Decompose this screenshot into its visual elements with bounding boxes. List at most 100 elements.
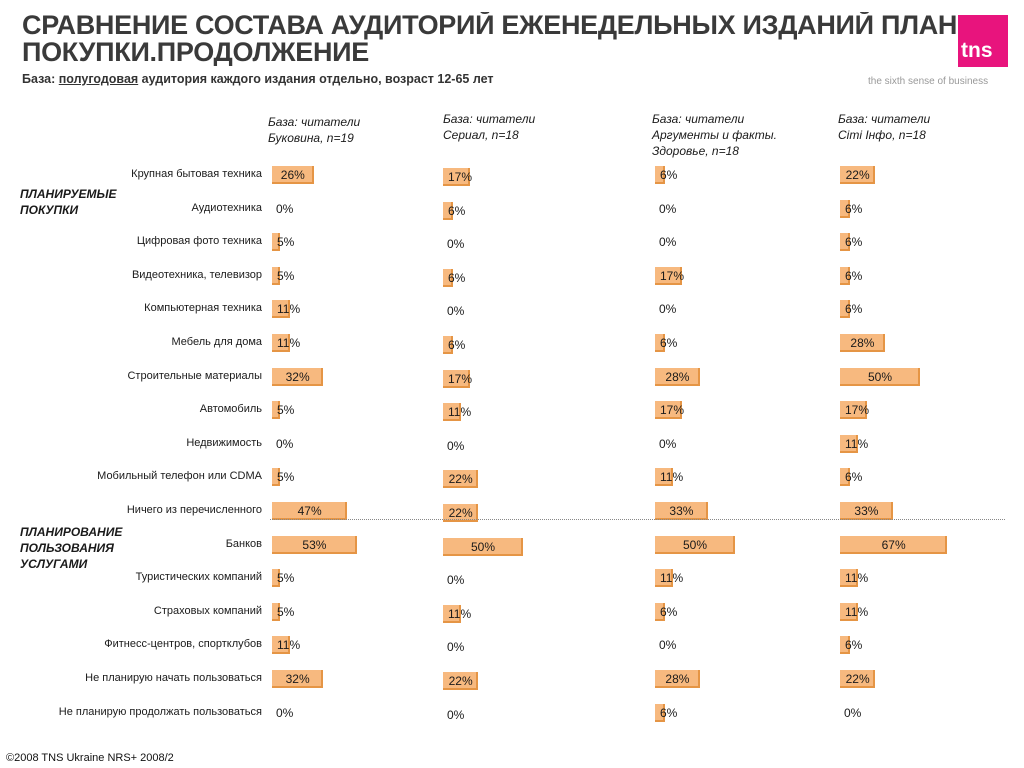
data-label: 11% xyxy=(277,302,301,317)
data-label: 22% xyxy=(448,472,473,487)
title-line-2: ПОКУПКИ.ПРОДОЛЖЕНИЕ xyxy=(22,37,369,66)
bar xyxy=(840,401,868,420)
category-label: Банков xyxy=(225,537,262,550)
footer-copyright: ©2008 TNS Ukraine NRS+ 2008/2 xyxy=(6,752,174,764)
category-label: Мобильный телефон или CDMA xyxy=(97,470,262,483)
data-label: 11% xyxy=(448,405,472,420)
bar xyxy=(840,166,876,184)
tns-logo: tns xyxy=(958,15,1008,67)
data-label: 11% xyxy=(277,638,301,653)
data-label: 5% xyxy=(277,470,295,485)
data-label: 11% xyxy=(660,470,684,485)
data-label: 0% xyxy=(659,235,677,250)
subtitle-suffix: аудитория каждого издания отдельно, возр… xyxy=(138,72,494,86)
data-label: 6% xyxy=(660,705,678,720)
bar xyxy=(655,266,683,285)
data-label: 28% xyxy=(850,336,875,350)
series-header-line: База: читатели xyxy=(652,112,745,126)
data-label: 5% xyxy=(277,403,295,418)
data-label: 6% xyxy=(660,336,678,350)
series-header-line: База: читатели xyxy=(268,115,361,129)
data-label: 17% xyxy=(660,268,685,283)
subtitle: База: полугодовая аудитория каждого изда… xyxy=(22,72,494,86)
data-label: 6% xyxy=(845,235,863,250)
category-label: Не планирую продолжать пользоваться xyxy=(58,705,262,718)
data-label: 11% xyxy=(660,571,684,586)
data-label: 0% xyxy=(659,201,677,216)
bar xyxy=(272,367,324,386)
bar xyxy=(655,166,665,184)
bar xyxy=(655,535,735,554)
bar xyxy=(443,537,523,556)
data-label: 28% xyxy=(665,672,690,686)
data-label: 6% xyxy=(448,203,466,218)
bar xyxy=(655,367,700,386)
bar xyxy=(272,670,324,688)
category-label: Страховых компаний xyxy=(153,604,262,617)
data-label: 0% xyxy=(276,436,294,451)
data-label: 28% xyxy=(665,369,690,384)
series-header-line: База: читатели xyxy=(443,112,536,126)
data-label: 0% xyxy=(276,201,294,216)
bar xyxy=(840,670,876,688)
group-label-services: ПЛАНИРОВАНИЕ ПОЛЬЗОВАНИЯ УСЛУГАМИ xyxy=(20,525,123,571)
series-header-line: Здоровье, n=18 xyxy=(652,144,739,158)
category-label: Мебель для дома xyxy=(171,336,262,348)
data-label: 0% xyxy=(659,302,677,317)
series-header-line: Буковина, n=19 xyxy=(268,131,354,145)
data-label: 6% xyxy=(845,268,863,283)
bar xyxy=(840,569,858,588)
bar xyxy=(655,468,673,487)
data-label: 22% xyxy=(845,672,870,686)
series-header: База: читатели Буковина, n=19 xyxy=(268,114,360,146)
bar xyxy=(840,233,850,252)
bar xyxy=(272,266,280,285)
data-label: 6% xyxy=(845,302,863,317)
bar xyxy=(655,670,700,688)
data-label: 6% xyxy=(448,338,466,352)
brand-tagline: the sixth sense of business xyxy=(868,76,989,87)
data-label: 22% xyxy=(845,168,870,182)
bar xyxy=(840,266,850,285)
bar xyxy=(272,300,290,319)
data-label: 6% xyxy=(845,470,863,485)
data-label: 0% xyxy=(659,638,677,653)
bar xyxy=(840,334,885,352)
category-label: Автомобиль xyxy=(199,403,262,416)
bar xyxy=(443,403,461,422)
bar xyxy=(272,334,290,352)
title-line-1: СРАВНЕНИЕ СОСТАВА АУДИТОРИЙ ЕЖЕНЕДЕЛЬНЫХ… xyxy=(22,12,984,40)
bar xyxy=(655,569,673,588)
group-label-purchases: ПЛАНИРУЕМЫЕ ПОКУПКИ xyxy=(20,187,117,217)
bar xyxy=(443,672,479,690)
category-label: Недвижимость xyxy=(186,436,262,449)
data-label: 33% xyxy=(669,504,694,518)
bar xyxy=(272,468,280,487)
data-label: 11% xyxy=(845,436,869,451)
data-label: 0% xyxy=(844,705,862,720)
data-label: 0% xyxy=(447,640,465,655)
data-label: 6% xyxy=(845,201,863,216)
series-header: База: читатели Аргументы и факты. Здоровье… xyxy=(652,111,777,159)
data-label: 50% xyxy=(471,539,496,554)
data-label: 5% xyxy=(277,235,295,250)
category-label: Аудиотехника xyxy=(191,201,262,214)
category-label: Ничего из перечисленного xyxy=(126,504,262,516)
series-header: База: читатели Сіті Інфо, n=18 xyxy=(838,111,930,143)
series-header-line: Аргументы и факты. xyxy=(652,128,777,142)
bar xyxy=(443,470,479,489)
bar xyxy=(655,703,665,722)
logo-text: tns xyxy=(961,39,993,62)
bar xyxy=(443,504,479,522)
data-label: 47% xyxy=(297,504,322,518)
data-label: 32% xyxy=(285,672,310,686)
bar xyxy=(272,233,280,252)
data-label: 17% xyxy=(660,403,685,418)
series-header-line: Сіті Інфо, n=18 xyxy=(838,128,926,142)
data-label: 17% xyxy=(845,403,870,418)
category-label: Туристических компаний xyxy=(135,571,262,584)
data-label: 0% xyxy=(276,705,294,720)
data-label: 5% xyxy=(277,571,295,586)
bar xyxy=(272,401,280,420)
category-label: Не планирую начать пользоваться xyxy=(85,672,262,684)
